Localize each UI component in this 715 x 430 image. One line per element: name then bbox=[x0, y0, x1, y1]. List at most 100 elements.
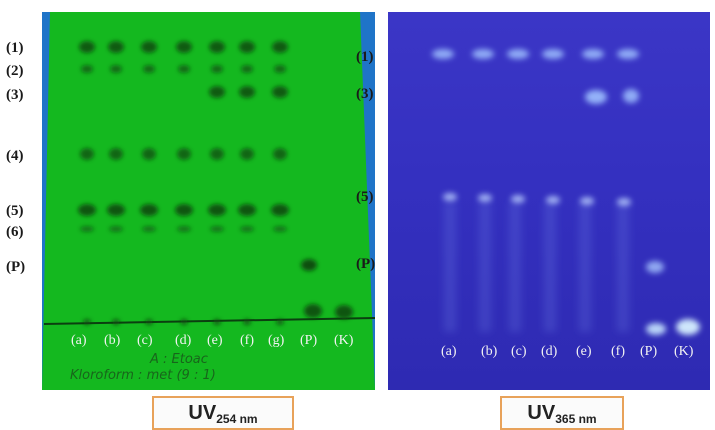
caption-uv254-sub: 254 nm bbox=[216, 412, 258, 426]
right-lane-label-b: (b) bbox=[481, 344, 498, 359]
spot-r4-lane5 bbox=[240, 148, 254, 160]
spot-base-lane6 bbox=[276, 319, 284, 325]
right-lane-label-e: (e) bbox=[576, 344, 592, 359]
streak-lane2 bbox=[509, 202, 521, 332]
fspot-r1-lane0 bbox=[432, 49, 454, 59]
row-label-1: (1) bbox=[6, 40, 24, 56]
tlc-plate-uv254-svg bbox=[42, 12, 375, 390]
spot-r2-lane3 bbox=[178, 65, 190, 73]
spot-r6-lane1 bbox=[109, 226, 123, 232]
handwritten-note-1: A : Etoac bbox=[150, 352, 208, 367]
fspot-r5-lane4 bbox=[580, 197, 594, 205]
caption-uv254: UV 254 nm bbox=[152, 396, 294, 430]
lane-label-d: (d) bbox=[175, 333, 192, 348]
right-row-label-1: (1) bbox=[356, 49, 374, 65]
fspot-r1-lane5 bbox=[617, 49, 639, 59]
fspot-p-standard bbox=[646, 261, 664, 273]
right-row-label-p: (P) bbox=[356, 256, 376, 272]
right-row-label-3: (3) bbox=[356, 86, 374, 102]
spot-r5-lane4 bbox=[208, 204, 226, 216]
row-label-6: (6) bbox=[6, 224, 24, 240]
row-label-2: (2) bbox=[6, 63, 24, 79]
fspot-r3-f bbox=[623, 89, 639, 103]
fspot-r1-lane4 bbox=[582, 49, 604, 59]
spot-r6-lane6 bbox=[273, 226, 287, 232]
right-lane-label-k: (K) bbox=[674, 344, 694, 359]
spot-base-lane1 bbox=[112, 319, 120, 325]
caption-uv365: UV 365 nm bbox=[500, 396, 624, 430]
fspot-r5-lane5 bbox=[617, 198, 631, 206]
spot-r1-lane5 bbox=[239, 41, 255, 53]
lane-label-e: (e) bbox=[207, 333, 223, 348]
spot-r1-lane6 bbox=[272, 41, 288, 53]
right-lane-label-f: (f) bbox=[611, 344, 625, 359]
fspot-k-base bbox=[676, 319, 700, 335]
spot-r2-lane4 bbox=[211, 65, 223, 73]
fspot-r1-lane2 bbox=[507, 49, 529, 59]
lane-label-p: (P) bbox=[300, 333, 318, 348]
row-label-p: (P) bbox=[6, 259, 26, 275]
fspot-r5-lane2 bbox=[511, 195, 525, 203]
spot-r4-lane3 bbox=[177, 148, 191, 160]
right-lane-label-a: (a) bbox=[441, 344, 457, 359]
spot-r1-lane1 bbox=[108, 41, 124, 53]
spot-r5-lane5 bbox=[238, 204, 256, 216]
fspot-p-base bbox=[646, 323, 666, 335]
spot-r5-lane2 bbox=[140, 204, 158, 216]
spot-r4-lane1 bbox=[109, 148, 123, 160]
spot-p-standard bbox=[301, 259, 317, 271]
green-plate-surface bbox=[42, 12, 375, 390]
spot-r2-lane0 bbox=[81, 65, 93, 73]
spot-r6-lane2 bbox=[142, 226, 156, 232]
spot-base-lane3 bbox=[180, 319, 188, 325]
right-lane-label-c: (c) bbox=[511, 344, 527, 359]
fspot-r1-lane1 bbox=[472, 49, 494, 59]
spot-r3-lane4 bbox=[209, 86, 225, 98]
spot-r4-lane0 bbox=[80, 148, 94, 160]
spot-p-base bbox=[304, 304, 322, 318]
fspot-r5-lane1 bbox=[478, 194, 492, 202]
spot-base-lane5 bbox=[243, 319, 251, 325]
spot-r4-lane2 bbox=[142, 148, 156, 160]
handwritten-note-2: Kloroform : met (9 : 1) bbox=[70, 368, 216, 383]
spot-r1-lane3 bbox=[176, 41, 192, 53]
streak-lane1 bbox=[479, 202, 491, 332]
row-label-5: (5) bbox=[6, 203, 24, 219]
spot-r5-lane6 bbox=[271, 204, 289, 216]
spot-base-lane4 bbox=[213, 319, 221, 325]
spot-r5-lane3 bbox=[175, 204, 193, 216]
spot-r6-lane4 bbox=[210, 226, 224, 232]
spot-k-base bbox=[335, 305, 353, 319]
spot-r3-lane5 bbox=[239, 86, 255, 98]
spot-r4-lane4 bbox=[210, 148, 224, 160]
fspot-r5-lane3 bbox=[546, 196, 560, 204]
spot-r5-lane1 bbox=[107, 204, 125, 216]
spot-r2-lane2 bbox=[143, 65, 155, 73]
lane-label-b: (b) bbox=[104, 333, 121, 348]
spot-r6-lane0 bbox=[80, 226, 94, 232]
spot-r2-lane5 bbox=[241, 65, 253, 73]
spot-r1-lane0 bbox=[79, 41, 95, 53]
caption-uv365-sub: 365 nm bbox=[555, 412, 597, 426]
spot-r3-lane6 bbox=[272, 86, 288, 98]
spot-r2-lane1 bbox=[110, 65, 122, 73]
row-label-4: (4) bbox=[6, 148, 24, 164]
streak-lane5 bbox=[617, 202, 629, 332]
streak-lane0 bbox=[444, 202, 456, 332]
row-label-3: (3) bbox=[6, 87, 24, 103]
lane-label-f: (f) bbox=[240, 333, 254, 348]
streak-lane3 bbox=[544, 202, 556, 332]
caption-uv365-main: UV bbox=[527, 401, 556, 424]
spot-r4-lane6 bbox=[273, 148, 287, 160]
streak-lane4 bbox=[579, 202, 591, 332]
spot-base-lane2 bbox=[145, 319, 153, 325]
right-lane-label-d: (d) bbox=[541, 344, 558, 359]
spot-base-lane0 bbox=[83, 319, 91, 325]
tlc-plate-uv365 bbox=[388, 12, 710, 390]
lane-label-g: (g) bbox=[268, 333, 285, 348]
fspot-r3-e bbox=[585, 90, 607, 104]
spot-r1-lane4 bbox=[209, 41, 225, 53]
baseline bbox=[43, 317, 375, 325]
tlc-plate-uv254 bbox=[42, 12, 375, 390]
spot-r2-lane6 bbox=[274, 65, 286, 73]
